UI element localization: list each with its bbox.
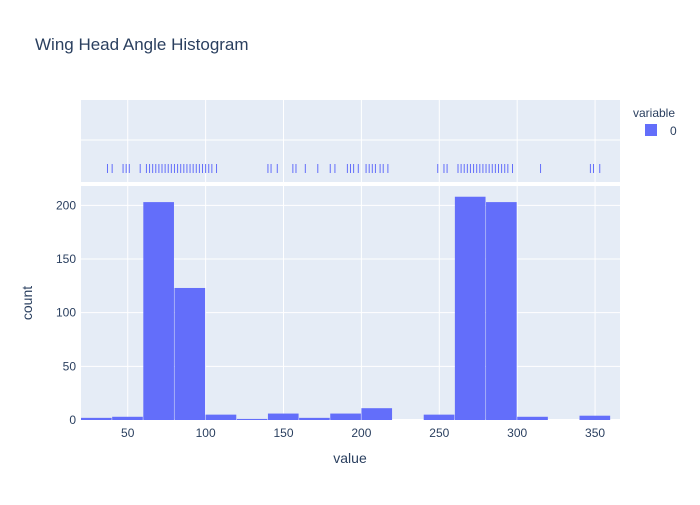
histogram-bar[interactable] <box>330 413 361 420</box>
histogram-bar[interactable] <box>454 196 486 420</box>
x-tick-label: 250 <box>429 426 449 440</box>
histogram-bar[interactable] <box>81 417 112 420</box>
histogram-bar[interactable] <box>299 417 330 420</box>
x-tick-label: 50 <box>121 426 135 440</box>
legend-item-label: 0 <box>670 124 677 138</box>
x-tick-label: 200 <box>351 426 371 440</box>
histogram-bar[interactable] <box>517 416 548 420</box>
histogram-bar[interactable] <box>143 202 174 420</box>
y-tick-label: 200 <box>56 198 76 212</box>
x-axis-title: value <box>333 450 367 466</box>
histogram-bar[interactable] <box>423 414 455 420</box>
y-tick-label: 50 <box>63 359 77 373</box>
histogram-bars <box>81 196 611 420</box>
y-axis-title: count <box>19 286 35 320</box>
x-tick-label: 350 <box>585 426 605 440</box>
legend[interactable]: variable 0 <box>633 106 677 138</box>
rug-marks <box>106 164 601 173</box>
x-tick-label: 100 <box>196 426 216 440</box>
legend-swatch <box>645 124 657 136</box>
legend-item[interactable]: 0 <box>645 124 677 138</box>
histogram-bar[interactable] <box>579 415 611 420</box>
histogram-bar[interactable] <box>236 418 268 420</box>
y-tick-label: 0 <box>69 413 76 427</box>
y-tick-label: 150 <box>56 252 76 266</box>
x-axis-tick-labels: 50 100 150 200 250 300 350 <box>121 426 605 440</box>
histogram-bar[interactable] <box>486 202 517 420</box>
rug-panel <box>81 100 620 182</box>
histogram-bar[interactable] <box>174 287 206 420</box>
histogram-bar[interactable] <box>205 414 237 420</box>
chart-title: Wing Head Angle Histogram <box>35 35 249 54</box>
x-tick-label: 150 <box>273 426 293 440</box>
y-axis-tick-labels: 0 50 100 150 200 <box>56 198 76 427</box>
histogram-panel <box>81 186 620 421</box>
histogram-bar[interactable] <box>112 416 143 420</box>
x-tick-label: 300 <box>507 426 527 440</box>
legend-title: variable <box>633 106 675 120</box>
y-tick-label: 100 <box>56 306 76 320</box>
rug-grid <box>81 100 620 182</box>
histogram-bar[interactable] <box>267 413 299 420</box>
histogram-bar[interactable] <box>361 408 393 420</box>
